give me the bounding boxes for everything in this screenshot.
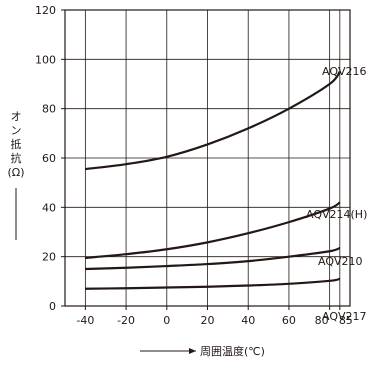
series-line-aqv217: [85, 277, 341, 290]
series-lines: [85, 70, 341, 290]
x-axis-ticks: -40 -20 0 20 40 60 80 85: [76, 306, 353, 327]
y-axis-label-char: オ: [11, 110, 22, 123]
y-tick-label: 20: [42, 251, 56, 264]
series-label: AQV217: [322, 310, 367, 323]
series-labels: AQV216 AQV214(H) AQV210 AQV217: [306, 65, 367, 323]
x-tick-label: 85: [339, 314, 353, 327]
series-line-aqv216: [85, 70, 341, 171]
y-axis-label-char: (Ω): [8, 166, 25, 179]
x-axis-arrowhead: [189, 348, 196, 354]
y-tick-label: 120: [35, 4, 56, 17]
x-axis-label: 周囲温度(℃): [200, 344, 265, 358]
series-line-aqv214-h-: [85, 201, 341, 259]
y-tick-label: 40: [42, 201, 56, 214]
y-tick-label: 0: [49, 300, 56, 313]
x-tick-label: -40: [76, 314, 94, 327]
series-line-aqv210: [85, 246, 341, 271]
y-tick-label: 80: [42, 103, 56, 116]
x-tick-label: 20: [201, 314, 215, 327]
x-tick-label: 40: [241, 314, 255, 327]
x-tick-label: 60: [282, 314, 296, 327]
series-label: AQV214(H): [306, 208, 367, 221]
y-axis-label-char: 抗: [11, 151, 22, 165]
y-axis-label-char: 抵: [11, 137, 22, 151]
series-label: AQV216: [322, 65, 367, 78]
y-tick-label: 100: [35, 53, 56, 66]
y-tick-label: 60: [42, 152, 56, 165]
x-tick-label: 0: [163, 314, 170, 327]
x-tick-label: -20: [117, 314, 135, 327]
grid: [65, 10, 350, 306]
y-axis-label-char: ン: [11, 124, 22, 137]
y-axis-ticks: 0 20 40 60 80 100 120: [35, 4, 65, 313]
x-tick-label: 80: [315, 314, 329, 327]
series-label: AQV210: [318, 255, 363, 268]
